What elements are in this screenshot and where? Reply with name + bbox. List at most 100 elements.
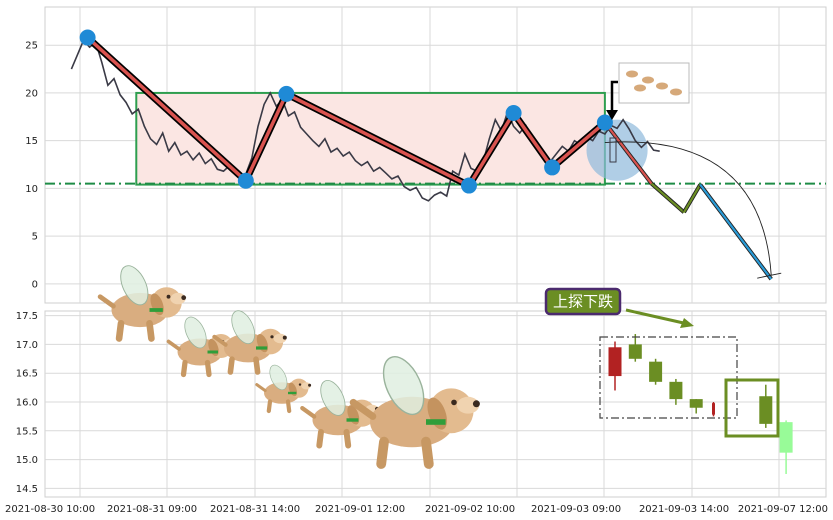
projection-end-tick — [757, 272, 782, 279]
down-arrow-icon — [610, 80, 618, 116]
lower-y-tick-label: 17.0 — [16, 340, 38, 351]
annotation-arrow-head — [680, 318, 694, 328]
pattern-point — [505, 104, 522, 121]
down-arrow-head — [606, 110, 618, 120]
annotation-arrow-line — [625, 308, 689, 326]
x-tick-label: 2021-08-30 10:00 — [5, 504, 95, 515]
lower-y-tick-label: 16.0 — [16, 397, 38, 408]
x-tick-label: 2021-08-31 14:00 — [210, 504, 300, 515]
candle-body — [649, 361, 663, 382]
puppy-tail — [212, 334, 228, 347]
puppy-leg — [266, 399, 273, 414]
pattern-point — [596, 114, 613, 131]
pattern-point — [79, 29, 96, 46]
puppy-snout — [170, 292, 186, 305]
upper-y-tick-label: 20 — [25, 88, 38, 99]
pattern-point — [544, 159, 561, 176]
x-tick-label: 2021-09-03 14:00 — [639, 504, 729, 515]
puppy-leg — [343, 428, 352, 449]
puppy-collar — [256, 346, 268, 350]
lower-x-axis: 2021-08-30 10:00 2021-08-31 09:00 2021-08-… — [5, 504, 828, 515]
upper-decorations — [606, 62, 690, 163]
flying-puppy-sticker — [166, 316, 237, 378]
puppy-nose — [181, 295, 187, 301]
puppy-leg — [180, 359, 188, 378]
lower-y-axis: 14.5 15.0 15.5 16.0 16.5 17.0 17.5 — [16, 311, 38, 495]
puppy-stickers — [97, 265, 480, 469]
puppy-wing — [120, 265, 149, 306]
upper-y-tick-label: 25 — [25, 41, 38, 52]
candle-body — [669, 381, 683, 400]
puppy-leg — [115, 319, 125, 342]
x-tick-label: 2021-09-01 12:00 — [315, 504, 405, 515]
thumbnail-puppy — [656, 82, 668, 90]
projection-segment — [604, 121, 653, 185]
candle-body — [779, 422, 793, 453]
candle-body — [759, 396, 773, 424]
lower-y-tick-label: 14.5 — [16, 484, 38, 495]
puppy-leg — [285, 399, 292, 414]
upper-price-panel: 0 5 10 15 20 25 — [25, 6, 827, 304]
flying-puppy-sticker — [349, 356, 480, 469]
puppy-eye — [166, 294, 171, 299]
flying-puppy-sticker — [300, 379, 380, 449]
projection-arc — [604, 141, 772, 276]
puppy-wing — [231, 310, 256, 345]
puppy-eye — [298, 383, 302, 386]
upper-y-axis: 0 5 10 15 20 25 — [25, 41, 38, 291]
x-tick-label: 2021-09-02 10:00 — [425, 504, 515, 515]
puppy-eye — [270, 335, 274, 339]
puppy-wing — [320, 379, 346, 416]
price-line — [70, 38, 660, 202]
puppy-snout — [273, 333, 287, 344]
projection-segment — [699, 183, 773, 280]
puppy-wing — [269, 364, 288, 391]
candle-body — [689, 399, 703, 408]
puppy-nose — [308, 383, 312, 387]
puppy-nose — [282, 335, 287, 340]
puppy-wing — [184, 316, 207, 349]
dashdot-selection-box — [599, 336, 738, 419]
x-tick-label: 2021-09-07 12:00 — [738, 504, 828, 515]
puppy-nose — [472, 400, 480, 408]
candles — [608, 334, 793, 474]
upper-panel-frame — [44, 6, 827, 304]
flying-puppy-sticker — [255, 364, 312, 414]
lower-y-tick-label: 15.0 — [16, 455, 38, 466]
lower-y-tick-label: 17.5 — [16, 311, 38, 322]
upper-y-tick-label: 5 — [32, 232, 38, 243]
puppy-collar — [346, 418, 359, 422]
puppy-snout — [301, 382, 311, 390]
annotation-label-box — [544, 287, 622, 316]
pattern-point — [460, 177, 477, 194]
upper-y-tick-label: 15 — [25, 136, 38, 147]
thumbnail-puppy — [670, 88, 682, 96]
puppy-tail — [166, 339, 181, 351]
puppy-leg — [204, 359, 212, 378]
puppy-collar — [288, 391, 297, 395]
candle-annotations: 上探下跌 — [544, 287, 780, 438]
puppy-tail — [97, 294, 116, 309]
annotation-label: 上探下跌 — [553, 293, 613, 311]
puppy-leg — [227, 356, 235, 375]
projection-path — [603, 121, 782, 281]
lower-y-tick-label: 16.5 — [16, 369, 38, 380]
puppy-snout — [456, 396, 480, 414]
puppy-tail — [349, 398, 377, 420]
pattern-point — [278, 85, 295, 102]
lower-panel-frame — [44, 310, 827, 498]
projection-segment — [650, 182, 685, 214]
candle-body — [712, 403, 715, 415]
puppy-tail — [255, 383, 267, 393]
puppy-collar — [149, 308, 163, 312]
candle-body — [608, 347, 622, 377]
price-series-line — [70, 38, 660, 202]
puppy-eye — [451, 399, 457, 406]
puppy-leg — [376, 436, 389, 469]
flying-puppy-sticker — [97, 265, 187, 342]
upper-y-tick-label: 10 — [25, 184, 38, 195]
upper-y-tick-label: 0 — [32, 279, 38, 290]
flying-puppy-sticker — [212, 310, 287, 375]
candle-body — [628, 344, 642, 359]
mini-candle-outline — [609, 137, 617, 163]
